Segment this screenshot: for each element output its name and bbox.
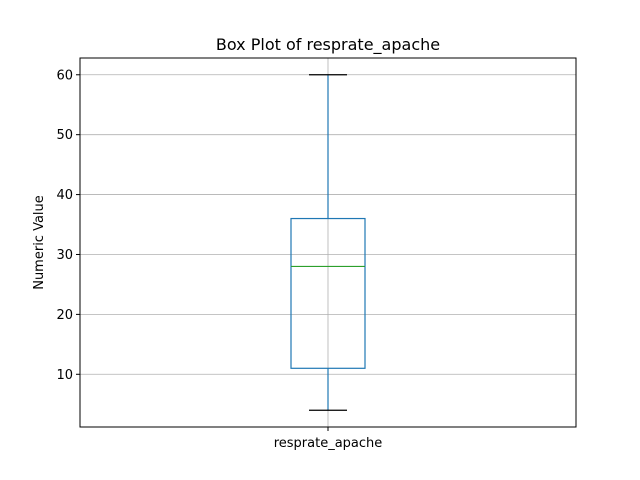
box-elements	[290, 74, 366, 411]
y-tick-label: 40	[56, 188, 73, 203]
axis-ticks: 10 20 30 40 50 60 resprate_apache	[56, 68, 382, 451]
y-tick-label: 60	[56, 68, 73, 83]
y-tick-label: 50	[56, 128, 73, 143]
y-tick-label: 30	[56, 248, 73, 263]
iqr-box	[290, 217, 366, 369]
y-tick-label: 20	[56, 308, 73, 323]
y-tick-label: 10	[56, 368, 73, 383]
x-tick-label: resprate_apache	[274, 436, 383, 451]
y-axis-label: Numeric Value	[32, 195, 47, 290]
chart-title: Box Plot of resprate_apache	[216, 35, 440, 55]
